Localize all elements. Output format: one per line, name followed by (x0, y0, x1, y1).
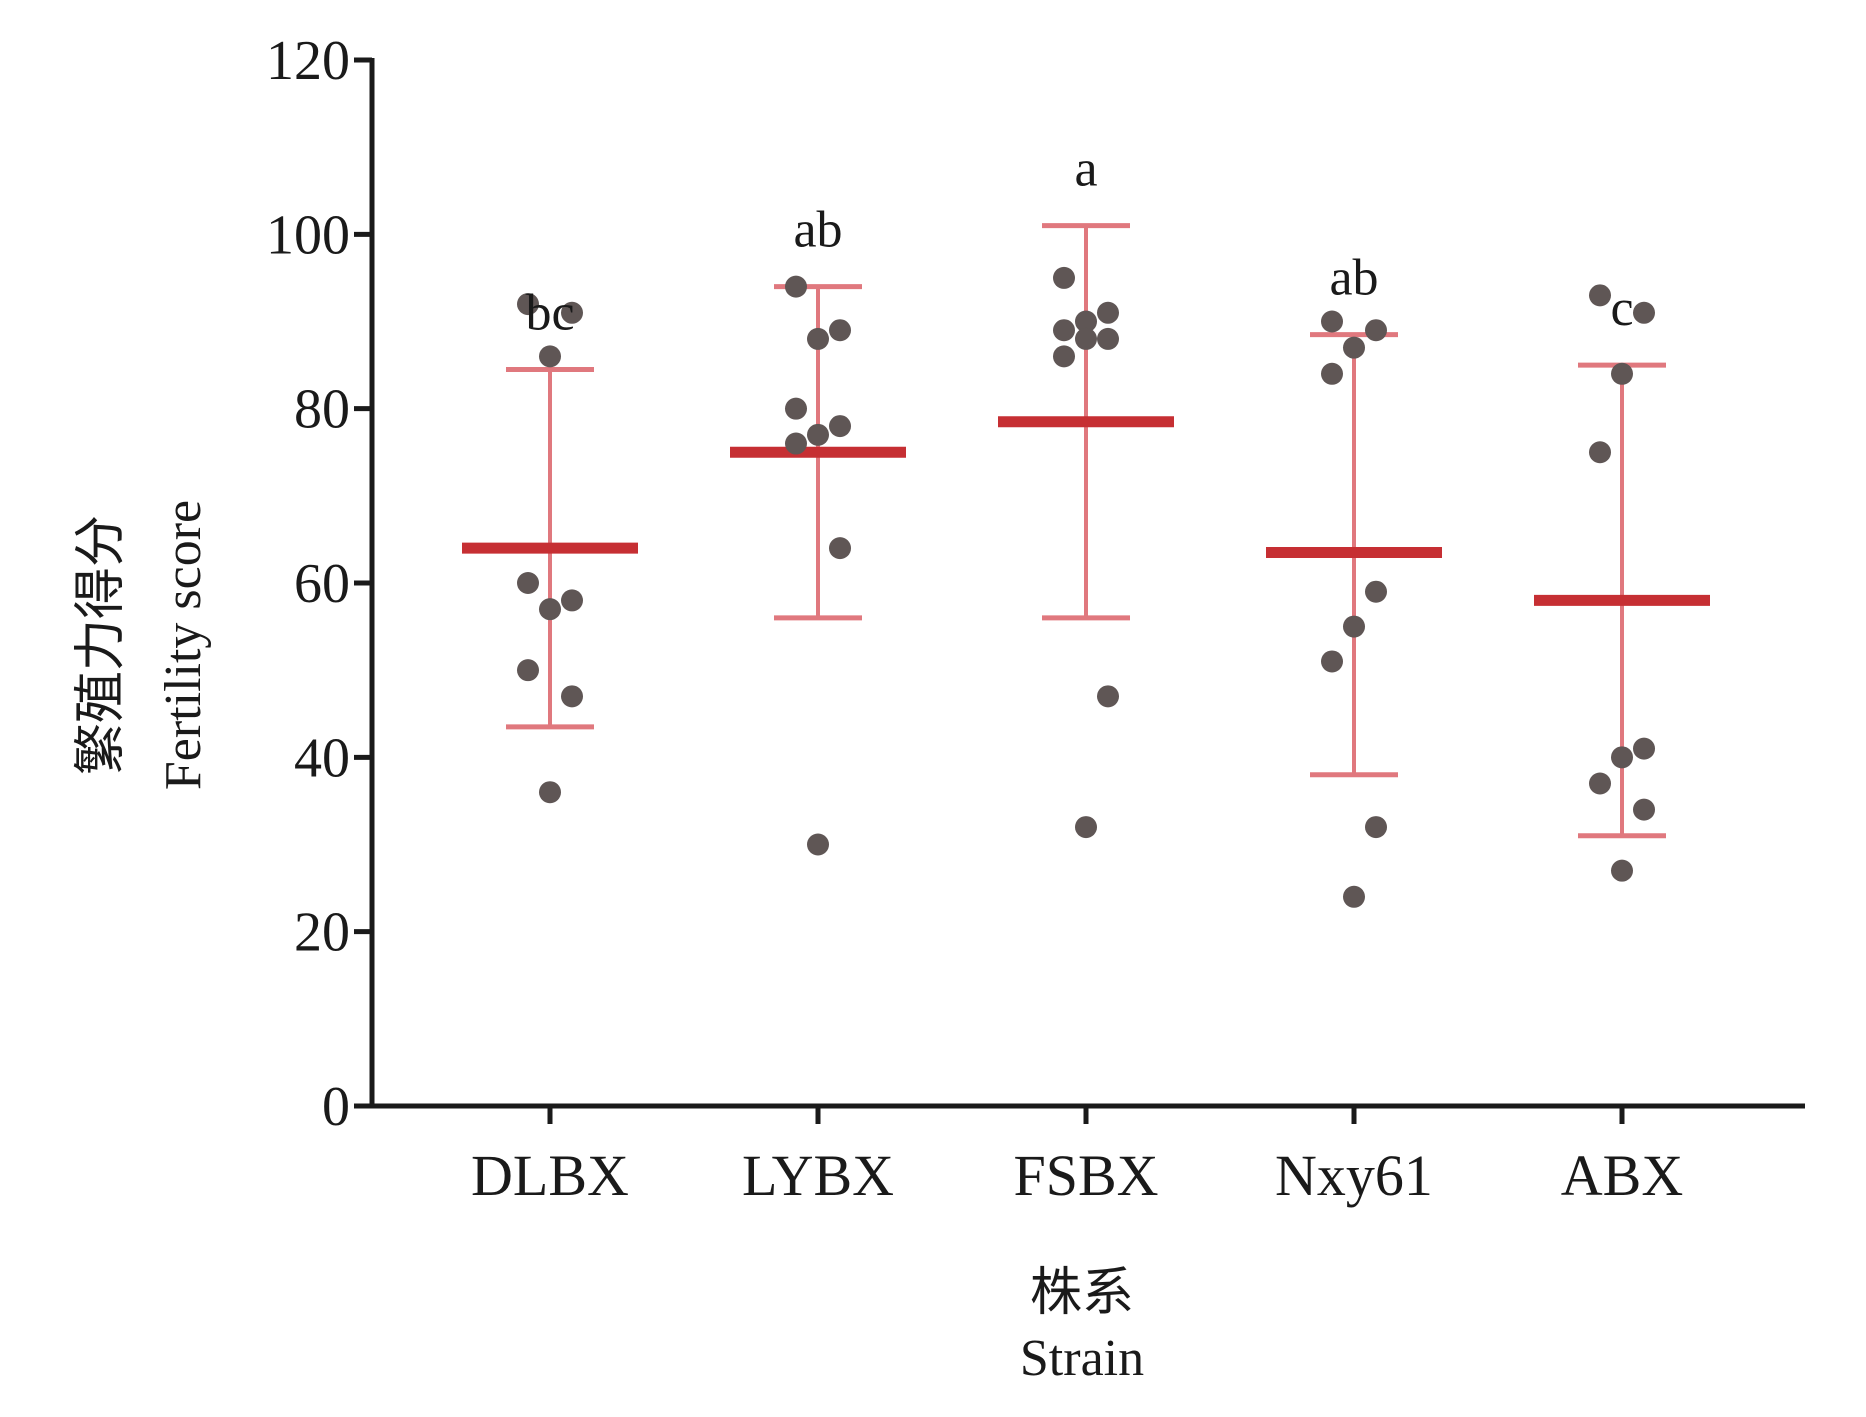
data-point (1633, 798, 1655, 821)
data-point (807, 833, 829, 856)
data-point (829, 319, 851, 342)
x-category-label: Nxy61 (1275, 1143, 1433, 1208)
data-point (539, 781, 561, 804)
y-tick-label: 20 (294, 902, 350, 964)
data-point (517, 572, 539, 594)
data-point (1321, 310, 1343, 333)
data-point (561, 301, 583, 324)
x-axis-title-en: Strain (1020, 1330, 1144, 1387)
data-point (785, 432, 807, 455)
x-category-label: ABX (1561, 1143, 1683, 1208)
data-point (539, 598, 561, 621)
data-point (829, 415, 851, 438)
data-point (1589, 772, 1611, 795)
data-point (517, 659, 539, 682)
group-lybx: ab (730, 202, 906, 856)
data-point (1075, 327, 1097, 350)
data-point (1365, 580, 1387, 603)
group-abx: c (1534, 280, 1710, 882)
data-point (1097, 685, 1119, 708)
y-ticks: 0 20 40 60 80 100 120 (266, 30, 372, 1138)
significance-label: bc (525, 284, 574, 341)
significance-label: a (1074, 141, 1097, 198)
significance-label: ab (1329, 250, 1378, 307)
data-point (539, 345, 561, 368)
y-tick-label: 0 (322, 1076, 350, 1138)
data-point (1589, 284, 1611, 307)
y-axis-title-en: Fertility score (155, 500, 212, 790)
data-point (1611, 362, 1633, 385)
data-point (1053, 345, 1075, 368)
data-point (1075, 816, 1097, 839)
data-point (561, 685, 583, 708)
y-tick-label: 80 (294, 379, 350, 441)
x-axis-title-cn: 株系 (1030, 1265, 1134, 1322)
data-point (561, 589, 583, 612)
data-point (1097, 301, 1119, 324)
x-categories: DLBX LYBX FSBX Nxy61 ABX (471, 1106, 1683, 1208)
group-nxy61: ab (1266, 250, 1442, 908)
group-dlbx: bc (462, 284, 638, 804)
data-point (807, 423, 829, 446)
data-point (1097, 327, 1119, 350)
data-point (1365, 319, 1387, 342)
y-tick-label: 40 (294, 727, 350, 789)
data-groups: bc ab a ab c (462, 141, 1710, 908)
data-point (1611, 859, 1633, 882)
data-point (1053, 266, 1075, 289)
data-point (1321, 362, 1343, 385)
data-point (1343, 885, 1365, 908)
significance-label: ab (793, 202, 842, 259)
data-point (1633, 301, 1655, 324)
x-category-label: FSBX (1013, 1143, 1158, 1208)
y-tick-label: 120 (266, 30, 350, 92)
data-point (1321, 650, 1343, 673)
significance-label: c (1610, 280, 1633, 337)
data-point (1343, 336, 1365, 359)
data-point (1589, 441, 1611, 464)
data-point (785, 275, 807, 298)
data-point (517, 293, 539, 316)
data-point (1611, 746, 1633, 769)
data-point (1343, 615, 1365, 638)
x-category-label: LYBX (742, 1143, 894, 1208)
data-point (785, 397, 807, 420)
data-point (1365, 816, 1387, 839)
data-point (829, 537, 851, 560)
data-point (807, 327, 829, 350)
group-fsbx: a (998, 141, 1174, 839)
y-tick-label: 60 (294, 553, 350, 615)
x-category-label: DLBX (471, 1143, 629, 1208)
data-point (1075, 310, 1097, 333)
data-point (1633, 737, 1655, 760)
y-tick-label: 100 (266, 204, 350, 266)
y-axis-title-cn: 繁殖力得分 (73, 515, 130, 775)
data-point (1053, 319, 1075, 342)
